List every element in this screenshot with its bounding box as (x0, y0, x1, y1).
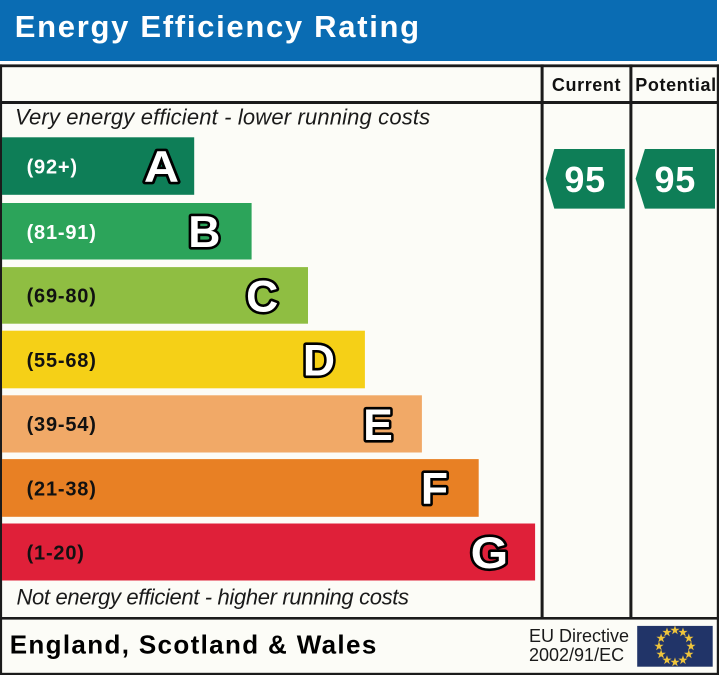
svg-text:Potential: Potential (635, 75, 716, 95)
svg-text:A: A (144, 143, 179, 192)
svg-text:(92+): (92+) (27, 156, 78, 178)
svg-text:2002/91/EC: 2002/91/EC (529, 645, 624, 665)
svg-text:Not energy efficient - higher: Not energy efficient - higher running co… (17, 585, 410, 610)
svg-text:(81-91): (81-91) (27, 222, 97, 244)
svg-text:G: G (471, 529, 509, 578)
svg-text:Current: Current (552, 75, 621, 95)
svg-text:B: B (188, 208, 220, 257)
svg-text:EU Directive: EU Directive (529, 626, 629, 646)
svg-text:95: 95 (564, 159, 606, 200)
svg-text:England, Scotland & Wales: England, Scotland & Wales (10, 629, 378, 659)
svg-text:(55-68): (55-68) (27, 350, 97, 372)
svg-text:E: E (363, 401, 393, 450)
svg-text:F: F (421, 465, 448, 514)
svg-text:95: 95 (654, 159, 696, 200)
svg-text:(69-80): (69-80) (27, 286, 97, 308)
svg-text:(1-20): (1-20) (27, 542, 85, 564)
svg-text:Very energy efficient - lower: Very energy efficient - lower running co… (15, 105, 430, 130)
svg-text:(21-38): (21-38) (27, 478, 97, 500)
svg-text:Energy Efficiency Rating: Energy Efficiency Rating (15, 9, 421, 44)
svg-text:C: C (246, 272, 278, 321)
svg-text:D: D (303, 337, 335, 386)
svg-text:(39-54): (39-54) (27, 414, 97, 436)
